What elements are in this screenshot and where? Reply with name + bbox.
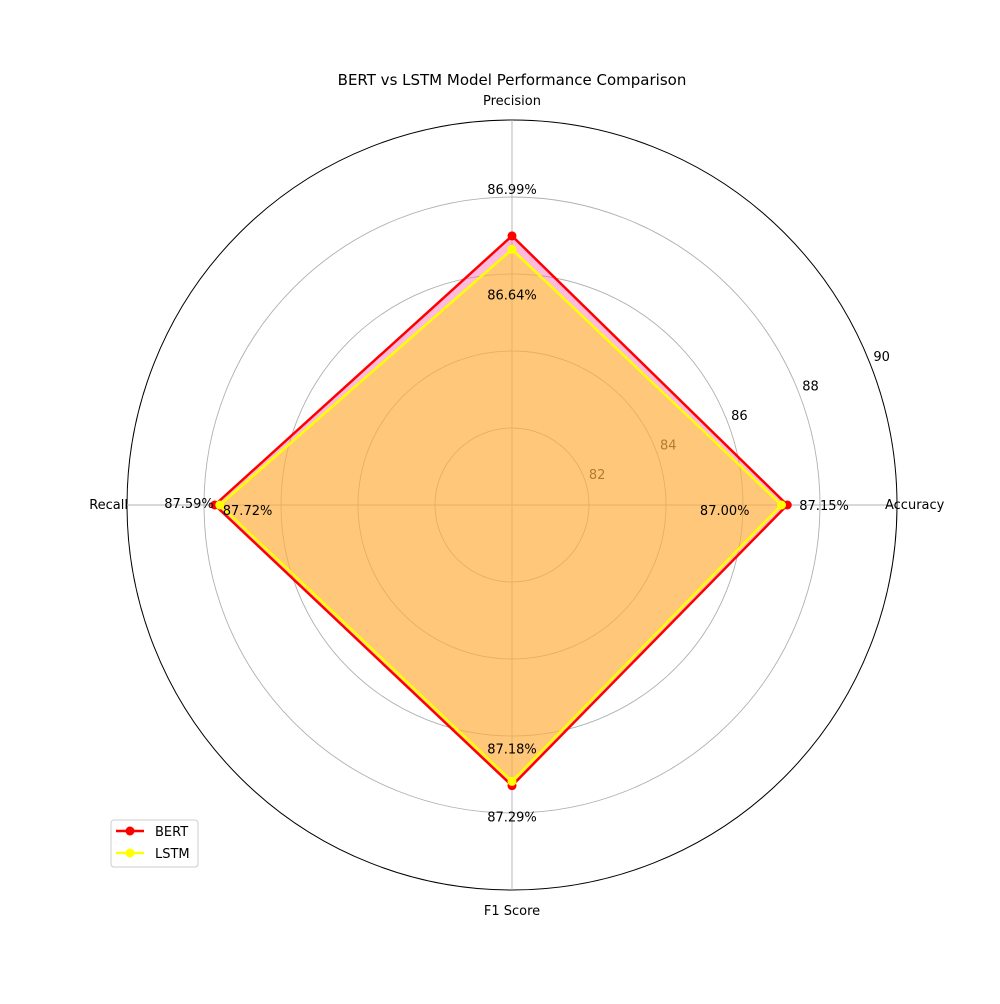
radial-tick-label: 88 xyxy=(802,380,819,395)
data-label-bert: 87.29% xyxy=(487,811,537,826)
radial-tick-label: 90 xyxy=(873,350,890,365)
legend-swatch-marker xyxy=(125,848,135,858)
data-label-bert: 86.99% xyxy=(487,183,537,198)
radial-tick-label: 84 xyxy=(660,439,677,454)
series-fill-lstm xyxy=(219,249,782,782)
data-label-bert: 87.15% xyxy=(799,499,849,514)
data-point-lstm xyxy=(777,500,786,510)
category-label: Recall xyxy=(89,498,128,513)
chart-title: BERT vs LSTM Model Performance Compariso… xyxy=(338,71,687,89)
category-label: Accuracy xyxy=(885,498,945,513)
labels-layer: 87.15% 86.99% 87.72% 87.29% 87.00% 86.64% 87.5… xyxy=(164,183,849,826)
data-label-lstm: 87.00% xyxy=(700,504,750,519)
grid-layer: 82 84 86 88 90 Accuracy Precision Recall F1 Scor… xyxy=(89,94,944,919)
data-point-lstm xyxy=(507,244,517,254)
legend-swatch-marker xyxy=(125,826,135,836)
data-label-lstm: 87.18% xyxy=(487,742,537,757)
data-label-lstm: 87.59% xyxy=(164,497,214,512)
category-label: Precision xyxy=(483,94,541,109)
data-point-lstm xyxy=(507,776,517,786)
data-point-lstm xyxy=(215,500,225,510)
series-layer xyxy=(210,231,792,791)
data-point-bert xyxy=(507,231,517,241)
radial-tick-label: 82 xyxy=(589,468,606,483)
data-label-lstm: 86.64% xyxy=(487,288,537,303)
category-label: F1 Score xyxy=(484,904,540,919)
radial-tick-label: 86 xyxy=(731,409,748,424)
data-label-bert: 87.72% xyxy=(223,504,273,519)
legend-label: LSTM xyxy=(155,847,190,862)
legend: BERT LSTM xyxy=(110,819,199,868)
legend-label: BERT xyxy=(155,825,188,840)
